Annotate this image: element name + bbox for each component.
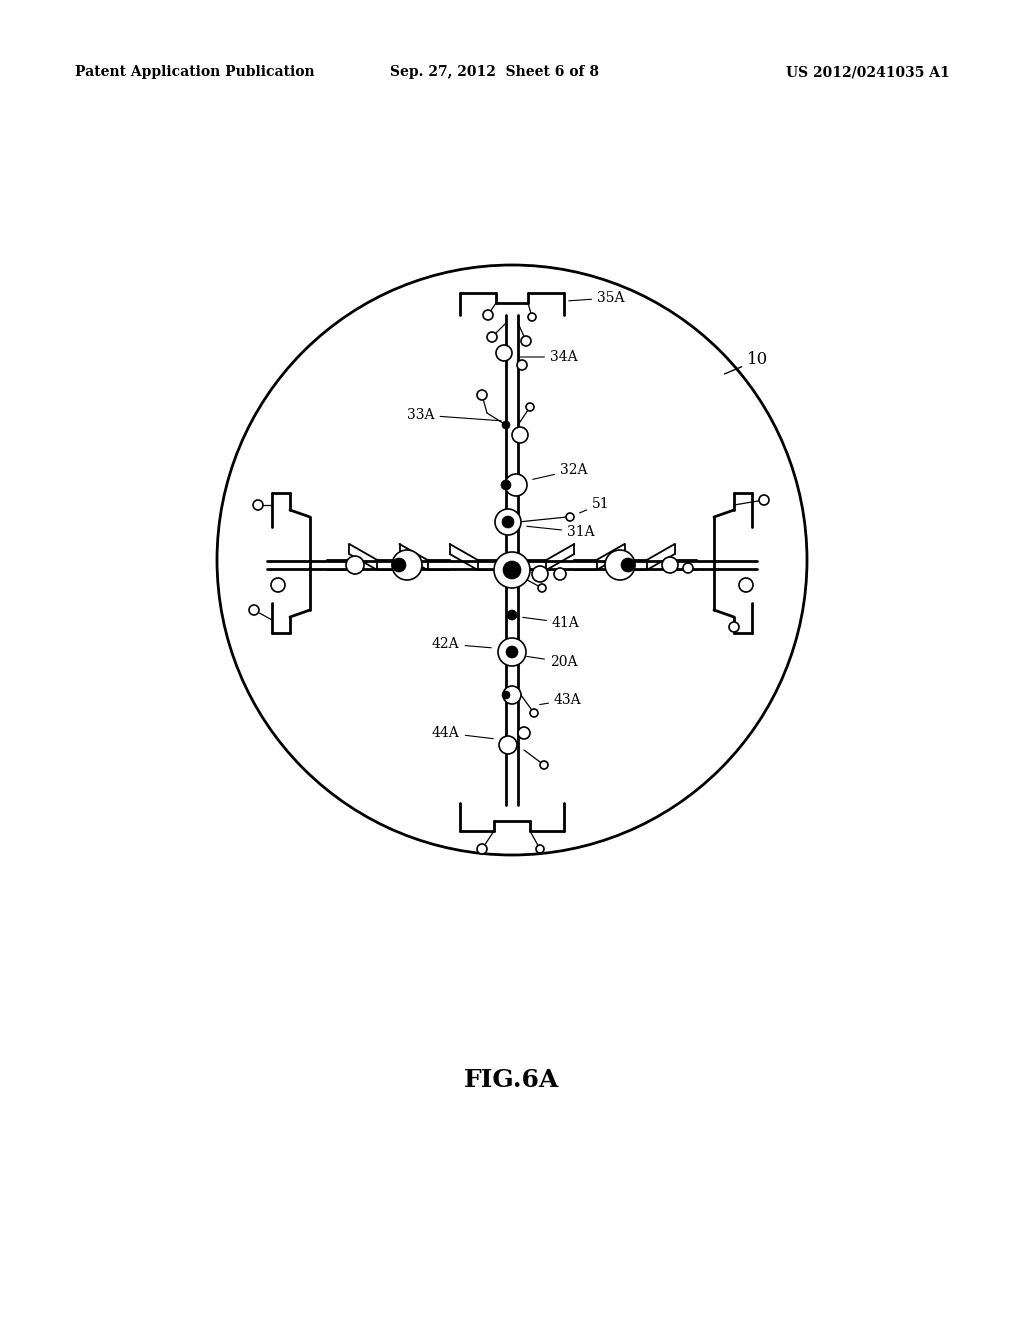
- Circle shape: [505, 474, 527, 496]
- Text: FIG.6A: FIG.6A: [464, 1068, 560, 1092]
- Circle shape: [249, 605, 259, 615]
- Text: 42A: 42A: [432, 638, 492, 651]
- Text: 32A: 32A: [532, 463, 588, 479]
- Circle shape: [526, 403, 534, 411]
- Circle shape: [499, 737, 517, 754]
- Text: 33A: 33A: [407, 408, 501, 422]
- Circle shape: [729, 622, 739, 632]
- Circle shape: [271, 578, 285, 591]
- Circle shape: [498, 638, 526, 667]
- Circle shape: [662, 557, 678, 573]
- Circle shape: [477, 843, 487, 854]
- Circle shape: [683, 564, 693, 573]
- Text: 31A: 31A: [526, 525, 595, 539]
- Text: 35A: 35A: [568, 290, 625, 305]
- Circle shape: [538, 583, 546, 591]
- Circle shape: [495, 510, 521, 535]
- Circle shape: [536, 845, 544, 853]
- Circle shape: [512, 426, 528, 444]
- Text: 34A: 34A: [519, 350, 578, 364]
- Circle shape: [502, 690, 510, 700]
- Circle shape: [502, 516, 514, 528]
- Circle shape: [759, 495, 769, 506]
- Circle shape: [532, 566, 548, 582]
- Text: 51: 51: [580, 498, 609, 513]
- Circle shape: [739, 578, 753, 591]
- Text: 44A: 44A: [432, 726, 494, 741]
- Circle shape: [621, 558, 635, 572]
- Circle shape: [502, 421, 510, 429]
- Text: US 2012/0241035 A1: US 2012/0241035 A1: [786, 65, 950, 79]
- Circle shape: [496, 345, 512, 360]
- Circle shape: [605, 550, 635, 579]
- Circle shape: [566, 513, 574, 521]
- Circle shape: [346, 556, 364, 574]
- Circle shape: [540, 762, 548, 770]
- Circle shape: [483, 310, 493, 319]
- Circle shape: [392, 550, 422, 579]
- Text: 41A: 41A: [523, 616, 580, 630]
- Circle shape: [501, 480, 511, 490]
- Circle shape: [503, 686, 521, 704]
- Text: Patent Application Publication: Patent Application Publication: [75, 65, 314, 79]
- Circle shape: [518, 727, 530, 739]
- Circle shape: [494, 552, 530, 587]
- Circle shape: [530, 709, 538, 717]
- Text: Sep. 27, 2012  Sheet 6 of 8: Sep. 27, 2012 Sheet 6 of 8: [390, 65, 599, 79]
- Circle shape: [528, 313, 536, 321]
- Text: 43A: 43A: [540, 693, 582, 708]
- Circle shape: [487, 333, 497, 342]
- Circle shape: [477, 389, 487, 400]
- Circle shape: [554, 568, 566, 579]
- Circle shape: [253, 500, 263, 510]
- Circle shape: [517, 360, 527, 370]
- Circle shape: [507, 610, 517, 620]
- Circle shape: [503, 561, 521, 579]
- Circle shape: [506, 645, 518, 657]
- Text: 10: 10: [725, 351, 768, 374]
- Text: 20A: 20A: [526, 655, 578, 669]
- Circle shape: [521, 337, 531, 346]
- Circle shape: [392, 558, 406, 572]
